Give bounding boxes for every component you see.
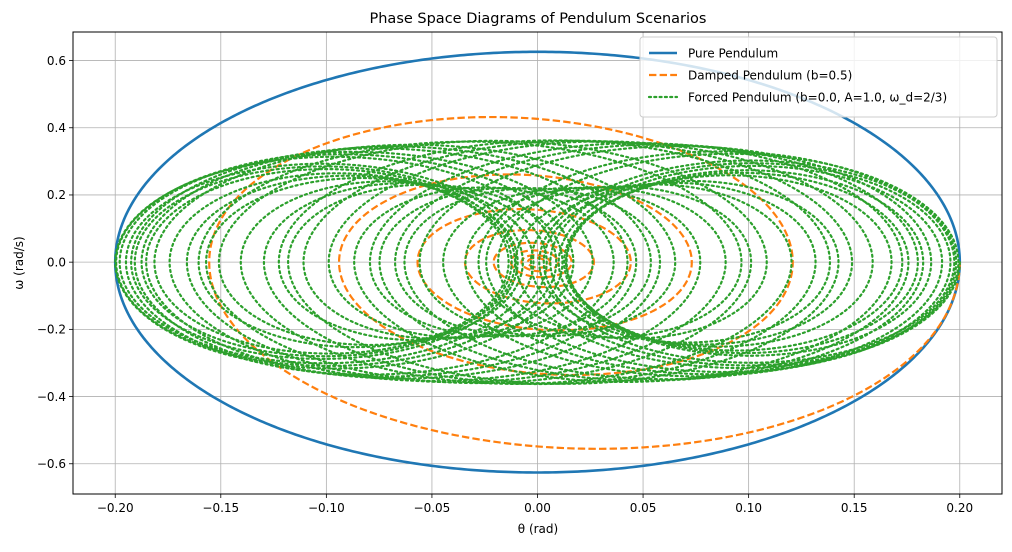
x-axis-ticks: −0.20 −0.15 −0.10 −0.05 0.00 0.05 0.10 0.15 0.20 [97, 494, 973, 515]
x-tick-label: 0.00 [524, 501, 551, 515]
x-tick-label: −0.20 [97, 501, 134, 515]
x-axis-label: θ (rad) [518, 522, 558, 536]
x-tick-label: 0.20 [946, 501, 973, 515]
y-tick-label: 0.4 [47, 121, 66, 135]
y-tick-label: 0.0 [47, 255, 66, 269]
y-tick-label: 0.6 [47, 54, 66, 68]
legend-label-2: Forced Pendulum (b=0.0, A=1.0, ω_d=2/3) [688, 90, 947, 104]
x-tick-label: 0.10 [735, 501, 762, 515]
x-tick-label: 0.15 [841, 501, 868, 515]
x-tick-label: −0.15 [202, 501, 239, 515]
legend-box [639, 36, 998, 118]
y-tick-label: −0.4 [37, 390, 66, 404]
x-tick-label: −0.10 [308, 501, 345, 515]
chart-title: Phase Space Diagrams of Pendulum Scenari… [370, 11, 707, 27]
series-line-2 [114, 139, 961, 386]
y-tick-label: −0.6 [37, 457, 66, 471]
y-axis-ticks: −0.6 −0.4 −0.2 0.0 0.2 0.4 0.6 [37, 54, 73, 471]
legend-label-1: Damped Pendulum (b=0.5) [688, 68, 852, 82]
legend-label-0: Pure Pendulum [688, 46, 778, 60]
y-tick-label: 0.2 [47, 188, 66, 202]
x-tick-label: −0.05 [414, 501, 451, 515]
x-tick-label: 0.05 [630, 501, 657, 515]
y-tick-label: −0.2 [37, 323, 66, 337]
y-axis-label: ω (rad/s) [12, 236, 26, 289]
legend: Pure Pendulum Damped Pendulum (b=0.5) Forc… [639, 36, 998, 118]
